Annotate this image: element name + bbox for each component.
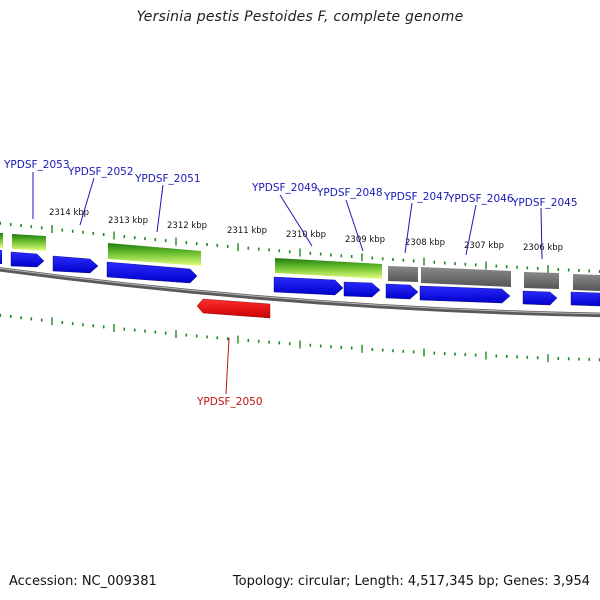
leader-ypdsf-2049 <box>279 194 313 247</box>
kbp-labels: 2314 kbp 2313 kbp 2312 kbp 2311 kbp 2310… <box>49 208 563 253</box>
green-feature-bar <box>108 243 201 266</box>
gene-arrow-ypdsf-2047[interactable] <box>385 283 419 300</box>
gray-feature-track <box>388 266 600 291</box>
map-title: Yersinia pestis Pestoides F, complete ge… <box>136 9 464 25</box>
green-feature-track <box>0 233 382 279</box>
gene-label-ypdsf-2052[interactable]: YPDSF_2052 <box>67 166 134 178</box>
genome-summary-text: Topology: circular; Length: 4,517,345 bp… <box>232 574 590 589</box>
green-feature-bar <box>275 258 382 279</box>
green-feature-bar <box>12 234 46 251</box>
gene-arrow-ypdsf-2051[interactable] <box>106 261 198 284</box>
accession-text: Accession: NC_009381 <box>9 574 157 589</box>
kbp-label-2308: 2308 kbp <box>405 238 445 248</box>
gene-labels: YPDSF_2053 YPDSF_2052 YPDSF_2051 YPDSF_2… <box>3 159 578 408</box>
gene-label-ypdsf-2048[interactable]: YPDSF_2048 <box>316 187 383 199</box>
kbp-label-2309: 2309 kbp <box>345 235 385 245</box>
gene-label-ypdsf-2050[interactable]: YPDSF_2050 <box>196 396 263 408</box>
gray-feature-bar <box>524 272 559 289</box>
kbp-label-2314: 2314 kbp <box>49 208 89 218</box>
gray-feature-bar <box>421 267 511 287</box>
gene-label-leaders <box>32 172 543 395</box>
genome-backbone <box>0 267 600 318</box>
inner-scale-ticks <box>0 313 600 363</box>
leader-ypdsf-2051 <box>156 184 164 233</box>
gene-arrow-ypdsf-2046[interactable] <box>419 285 511 304</box>
gene-label-ypdsf-2045[interactable]: YPDSF_2045 <box>511 197 578 209</box>
gray-feature-bar <box>573 274 600 291</box>
kbp-label-2312: 2312 kbp <box>167 221 207 231</box>
gene-arrow-partial[interactable] <box>0 250 2 264</box>
gene-label-ypdsf-2047[interactable]: YPDSF_2047 <box>383 191 450 203</box>
genome-backbone-highlight <box>0 267 600 315</box>
green-feature-bar <box>0 233 3 248</box>
leader-ypdsf-2046 <box>465 204 477 256</box>
forward-gene-track <box>0 250 600 307</box>
gene-arrow-partial[interactable] <box>570 291 600 307</box>
leader-ypdsf-2052 <box>79 177 95 226</box>
gene-label-ypdsf-2053[interactable]: YPDSF_2053 <box>3 159 70 171</box>
kbp-label-2310: 2310 kbp <box>286 230 326 240</box>
gray-feature-bar <box>388 266 418 282</box>
leader-ypdsf-2045 <box>540 207 543 260</box>
kbp-label-2313: 2313 kbp <box>108 216 148 226</box>
kbp-label-2311: 2311 kbp <box>227 226 267 236</box>
leader-ypdsf-2048 <box>345 199 364 252</box>
gene-arrow-ypdsf-2052[interactable] <box>52 255 99 274</box>
gene-arrow-ypdsf-2049[interactable] <box>273 276 344 296</box>
gene-arrow-ypdsf-2045[interactable] <box>522 290 558 306</box>
gene-label-ypdsf-2049[interactable]: YPDSF_2049 <box>251 182 318 194</box>
gene-label-ypdsf-2046[interactable]: YPDSF_2046 <box>447 193 514 205</box>
kbp-label-2306: 2306 kbp <box>523 243 563 253</box>
gene-arrow-ypdsf-2050[interactable] <box>196 298 271 319</box>
gene-label-ypdsf-2051[interactable]: YPDSF_2051 <box>134 173 201 185</box>
gene-arrow-ypdsf-2048[interactable] <box>343 281 381 298</box>
leader-ypdsf-2050 <box>225 337 230 395</box>
gene-arrow-ypdsf-2053[interactable] <box>10 251 45 268</box>
kbp-label-2307: 2307 kbp <box>464 241 504 251</box>
leader-ypdsf-2047 <box>404 202 413 254</box>
